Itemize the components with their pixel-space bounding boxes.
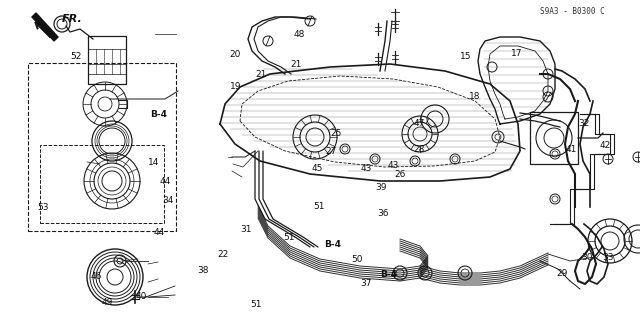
Text: 50: 50 [351,256,363,264]
Text: FR.: FR. [62,14,83,24]
Polygon shape [32,13,58,41]
Bar [28,63,176,231]
Text: 15: 15 [460,52,472,61]
Text: 52: 52 [70,52,81,61]
FancyArrowPatch shape [36,23,50,37]
Text: 21: 21 [290,60,301,69]
Text: 44: 44 [153,228,164,237]
Text: B-4: B-4 [150,110,167,119]
Text: 22: 22 [217,250,228,259]
Text: 43: 43 [388,161,399,170]
Text: B-4: B-4 [324,241,341,249]
Text: 20: 20 [230,50,241,59]
Text: 43: 43 [360,164,372,173]
Text: 48: 48 [294,30,305,39]
Text: 45: 45 [311,164,323,173]
Text: 33: 33 [602,253,614,262]
Text: 49: 49 [102,298,113,307]
Text: 30: 30 [582,253,593,262]
Text: 39: 39 [375,183,387,192]
Text: 51: 51 [250,300,262,309]
Text: 36: 36 [377,209,388,218]
Bar [530,112,578,164]
Text: 28: 28 [413,145,425,154]
Text: 47: 47 [413,119,425,128]
Text: S9A3 - B0300 C: S9A3 - B0300 C [540,6,605,16]
Text: 18: 18 [469,92,481,101]
Text: 37: 37 [360,279,372,288]
Text: 29: 29 [556,269,568,278]
Text: 51: 51 [284,233,295,242]
Text: 38: 38 [198,266,209,275]
Text: 27: 27 [326,147,337,156]
Text: 42: 42 [599,141,611,150]
Text: 40: 40 [135,292,147,301]
Bar [88,36,126,84]
Text: 41: 41 [565,145,577,154]
Bar [40,145,164,223]
Text: 26: 26 [394,170,406,179]
Text: 34: 34 [162,196,173,205]
Text: 17: 17 [511,49,523,58]
Text: 25: 25 [330,129,342,138]
Text: 44: 44 [159,177,171,186]
Text: 46: 46 [90,272,102,281]
Text: 53: 53 [38,204,49,212]
Text: 31: 31 [241,225,252,234]
Text: 14: 14 [148,158,159,167]
Text: B-4: B-4 [381,271,397,279]
Text: 19: 19 [230,82,241,91]
Text: 51: 51 [313,202,324,211]
Text: 21: 21 [255,70,267,78]
Text: 32: 32 [578,119,589,128]
